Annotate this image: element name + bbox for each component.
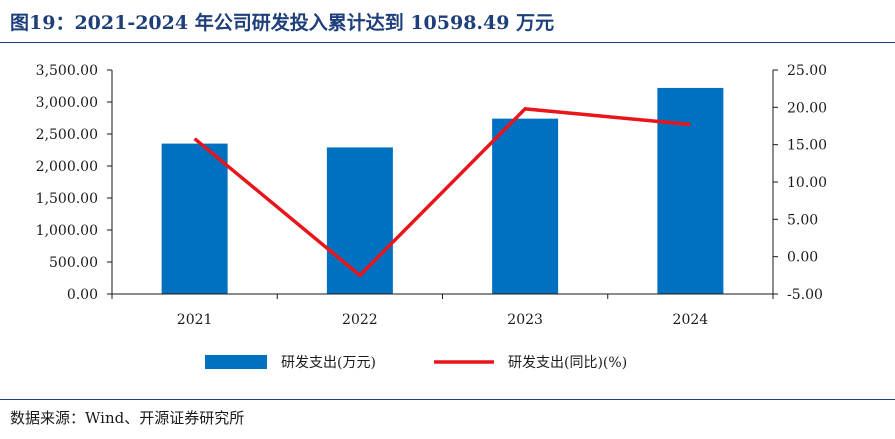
x-tick-label: 2022 [342,312,378,328]
left-tick-label: 2,500.00 [36,127,98,143]
legend-bar-label: 研发支出(万元) [281,355,376,371]
left-tick-label: 500.00 [49,255,98,271]
bar [326,147,393,294]
right-tick-label: 15.00 [787,138,827,154]
source-note: 数据来源：Wind、开源证券研究所 [10,409,245,427]
left-tick-label: 2,000.00 [36,159,98,175]
right-tick-label: -5.00 [787,287,823,303]
bar [657,87,724,294]
right-tick-label: 20.00 [787,100,827,116]
left-tick-label: 1,000.00 [36,223,98,239]
left-tick-label: 0.00 [67,287,98,303]
bar [161,143,228,294]
x-tick-label: 2024 [673,312,709,328]
right-y-ticks: -5.00 0.00 5.00 10.00 15.00 20.00 25.00 [773,63,827,303]
source-rule [0,399,895,400]
left-tick-label: 3,000.00 [36,95,98,111]
right-tick-label: 25.00 [787,63,827,79]
chart: 0.00 500.00 1,000.00 1,500.00 2,000.00 2,500.… [36,63,827,371]
left-tick-label: 3,500.00 [36,63,98,79]
legend-line-label: 研发支出(同比)(%) [508,355,627,371]
bar [492,118,559,294]
left-y-ticks: 0.00 500.00 1,000.00 1,500.00 2,000.00 2,500.… [36,63,112,303]
right-tick-label: 5.00 [787,212,818,228]
right-tick-label: 0.00 [787,250,818,266]
line-series [193,107,691,278]
x-tick-label: 2021 [177,312,213,328]
legend: 研发支出(万元) 研发支出(同比)(%) [205,355,627,371]
title-rule [0,42,895,43]
x-tick-label: 2023 [507,312,543,328]
right-tick-label: 10.00 [787,175,827,191]
x-ticks: 2021 2022 2023 2024 [111,294,774,328]
figure-title: 图19：2021-2024 年公司研发投入累计达到 10598.49 万元 [10,12,555,34]
left-tick-label: 1,500.00 [36,191,98,207]
yoy-line [193,107,691,278]
legend-bar-swatch [205,355,267,369]
